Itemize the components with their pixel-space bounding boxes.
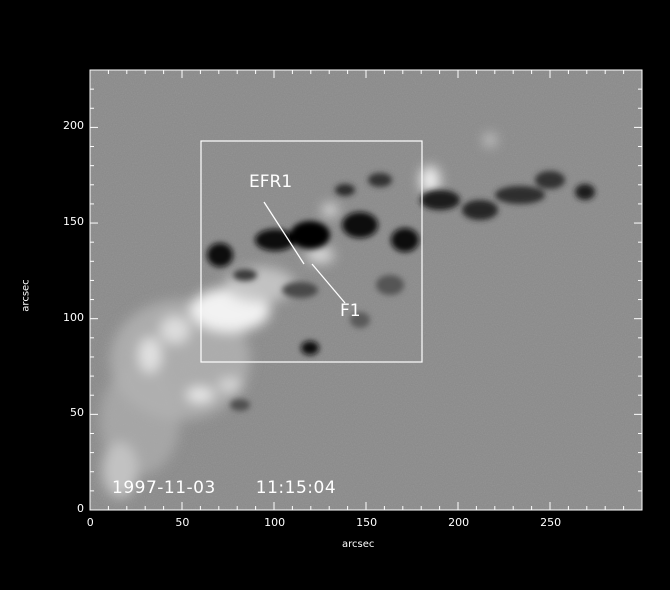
x-axis-label: arcsec bbox=[342, 539, 375, 550]
efr1-label: EFR1 bbox=[249, 172, 293, 192]
y-tick-label: 50 bbox=[70, 406, 84, 420]
positive-polarity-regions bbox=[100, 134, 496, 498]
date-label: 1997-11-03 bbox=[112, 478, 216, 498]
x-tick-label: 200 bbox=[448, 516, 470, 529]
timestamp: 1997-11-03 11:15:04 bbox=[112, 478, 336, 498]
x-tick-label: 150 bbox=[356, 516, 378, 529]
f1-label: F1 bbox=[340, 301, 361, 321]
x-tick-label: 50 bbox=[175, 516, 190, 529]
axis-ticks bbox=[89, 69, 643, 511]
y-tick-label: 100 bbox=[63, 310, 84, 324]
magnetogram-structures bbox=[90, 70, 642, 510]
efr1-pointer-line bbox=[263, 201, 305, 265]
x-tick-label: 100 bbox=[264, 516, 286, 529]
x-tick-label: 250 bbox=[540, 516, 562, 529]
f1-pointer-line bbox=[311, 263, 346, 304]
x-tick-label: 0 bbox=[86, 516, 94, 529]
time-label: 11:15:04 bbox=[255, 478, 337, 498]
y-tick-label: 150 bbox=[63, 215, 84, 229]
y-tick-label: 200 bbox=[63, 119, 84, 133]
y-axis-label: arcsec bbox=[20, 279, 32, 312]
y-tick-label: 0 bbox=[77, 502, 84, 515]
region-box bbox=[200, 140, 423, 363]
